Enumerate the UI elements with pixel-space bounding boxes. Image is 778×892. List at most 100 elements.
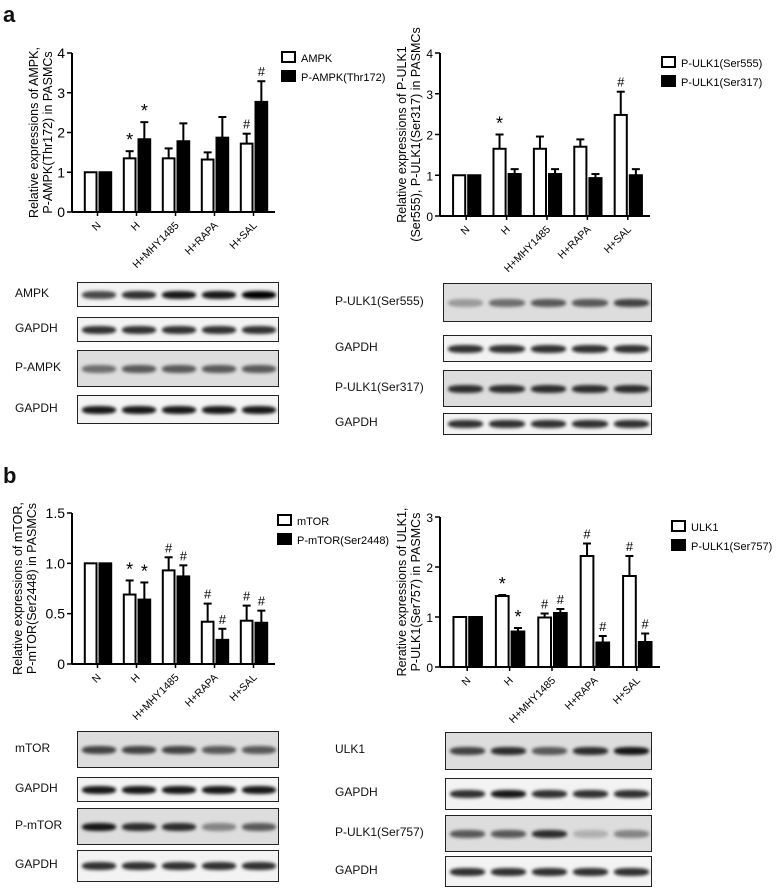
bar-mTOR <box>83 562 98 665</box>
x-tick-label: H+SAL <box>602 224 634 256</box>
blot-band <box>82 405 116 414</box>
significance-mark: # <box>642 617 650 632</box>
blot-band <box>613 298 649 307</box>
blot-band <box>572 298 608 307</box>
legend-label: P-mTOR(Ser2448) <box>297 535 389 547</box>
x-tick-label: N <box>458 224 472 238</box>
blot-label: GAPDH <box>15 320 58 335</box>
bar-P-mTOR(Ser2448) <box>176 575 191 665</box>
x-tick-label: H+SAL <box>611 675 643 707</box>
blot-label: P-ULK1(Ser317) <box>335 379 424 394</box>
legend-label: AMPK <box>301 53 333 65</box>
legend-label: P-ULK1(Ser317) <box>681 77 762 89</box>
blot-image <box>443 335 652 362</box>
bar-mTOR <box>239 619 254 665</box>
y-axis-label: (Ser555), P-ULK1(Ser317) in PASMCs <box>409 27 423 241</box>
blot-band <box>614 829 649 838</box>
blot-label: P-ULK1(Ser757) <box>335 824 424 839</box>
blot-band <box>82 862 116 870</box>
blot-band <box>573 790 608 798</box>
blot-label: GAPDH <box>335 862 378 877</box>
bar-ULK1 <box>537 616 553 668</box>
blot-band <box>614 747 649 755</box>
bar-AMPK <box>83 171 98 213</box>
blot-band <box>573 867 608 876</box>
bar-P-mTOR(Ser2448) <box>137 598 152 665</box>
blot-image <box>445 732 652 770</box>
blot-band <box>450 829 485 838</box>
y-tick-label: 1 <box>426 169 433 183</box>
bar-P-ULK1(Ser757) <box>637 641 653 668</box>
legend-label: P-ULK1(Ser555) <box>681 58 762 70</box>
legend-swatch <box>671 539 686 551</box>
blot-band <box>572 384 608 393</box>
bar-P-ULK1(Ser317) <box>628 174 643 217</box>
blot-band <box>532 829 567 838</box>
blot-label: GAPDH <box>335 339 378 354</box>
bar-ULK1 <box>579 555 595 668</box>
blot-label: mTOR <box>15 740 51 755</box>
x-tick-label: H+MHY1485 <box>507 675 558 726</box>
bar-mTOR <box>200 620 215 665</box>
bar-P-AMPK(Thr172) <box>137 138 152 214</box>
y-tick-label: 1 <box>57 164 65 180</box>
blot-band <box>162 325 196 334</box>
y-axis-label: Relative expressions of AMPK, <box>27 47 41 218</box>
significance-mark: # <box>219 612 227 627</box>
blot-band <box>491 829 526 838</box>
y-axis-label: Rerative expressions of ULK1, <box>395 508 409 677</box>
significance-mark: # <box>204 587 212 602</box>
blot-band <box>573 829 608 838</box>
blot-band <box>162 862 196 870</box>
blot-band <box>489 298 525 307</box>
blot-band <box>491 867 526 876</box>
x-tick-label: H <box>499 224 513 238</box>
blot-band <box>614 867 649 876</box>
bar-P-ULK1(Ser757) <box>510 630 526 668</box>
blot-label: ULK1 <box>335 742 366 756</box>
blot-band <box>450 790 485 798</box>
bar-P-ULK1(Ser757) <box>595 641 611 668</box>
y-tick-label: 4 <box>426 47 433 61</box>
y-axis-label: P-AMPK(Thr172) in PASMCs <box>41 51 55 213</box>
legend-swatch <box>281 70 296 82</box>
blot-band <box>82 822 116 831</box>
blot-band <box>613 420 649 428</box>
blot-band <box>162 745 196 754</box>
blot-image <box>77 395 279 424</box>
blot-band <box>450 867 485 876</box>
x-tick-label: H+SAL <box>227 672 259 704</box>
blot-band <box>162 822 196 831</box>
significance-mark: # <box>557 592 565 607</box>
y-tick-label: 4 <box>57 45 65 61</box>
blot-band <box>530 344 567 353</box>
bar-P-ULK1(Ser555) <box>492 147 507 217</box>
significance-mark: # <box>583 527 591 542</box>
blot-label: AMPK <box>15 285 50 300</box>
significance-mark: * <box>499 574 506 594</box>
blot-band <box>202 364 236 373</box>
y-tick-label: 0 <box>426 661 433 675</box>
y-tick-label: 3 <box>426 511 433 525</box>
blot-image <box>77 350 279 387</box>
bar-ULK1 <box>494 595 510 668</box>
y-axis-label: P-ULK1(Ser757) in PASMCs <box>409 513 423 672</box>
blot-band <box>573 747 608 755</box>
significance-mark: # <box>617 75 625 90</box>
x-tick-label: H+RAPA <box>556 224 594 262</box>
bar-P-ULK1(Ser317) <box>588 177 603 217</box>
panel-label-a: a <box>3 2 16 27</box>
legend-label: P-ULK1(Ser757) <box>691 541 772 553</box>
legend-swatch <box>661 75 676 87</box>
blot-band <box>613 344 649 353</box>
bar-P-ULK1(Ser317) <box>507 173 522 217</box>
blot-band <box>491 790 526 798</box>
bar-P-mTOR(Ser2448) <box>254 621 269 666</box>
x-tick-label: H+MHY1485 <box>502 224 553 275</box>
blot-band <box>122 290 156 299</box>
y-tick-label: 3 <box>57 85 65 101</box>
blot-image <box>445 778 652 810</box>
significance-mark: # <box>626 539 634 554</box>
blot-band <box>448 384 484 393</box>
